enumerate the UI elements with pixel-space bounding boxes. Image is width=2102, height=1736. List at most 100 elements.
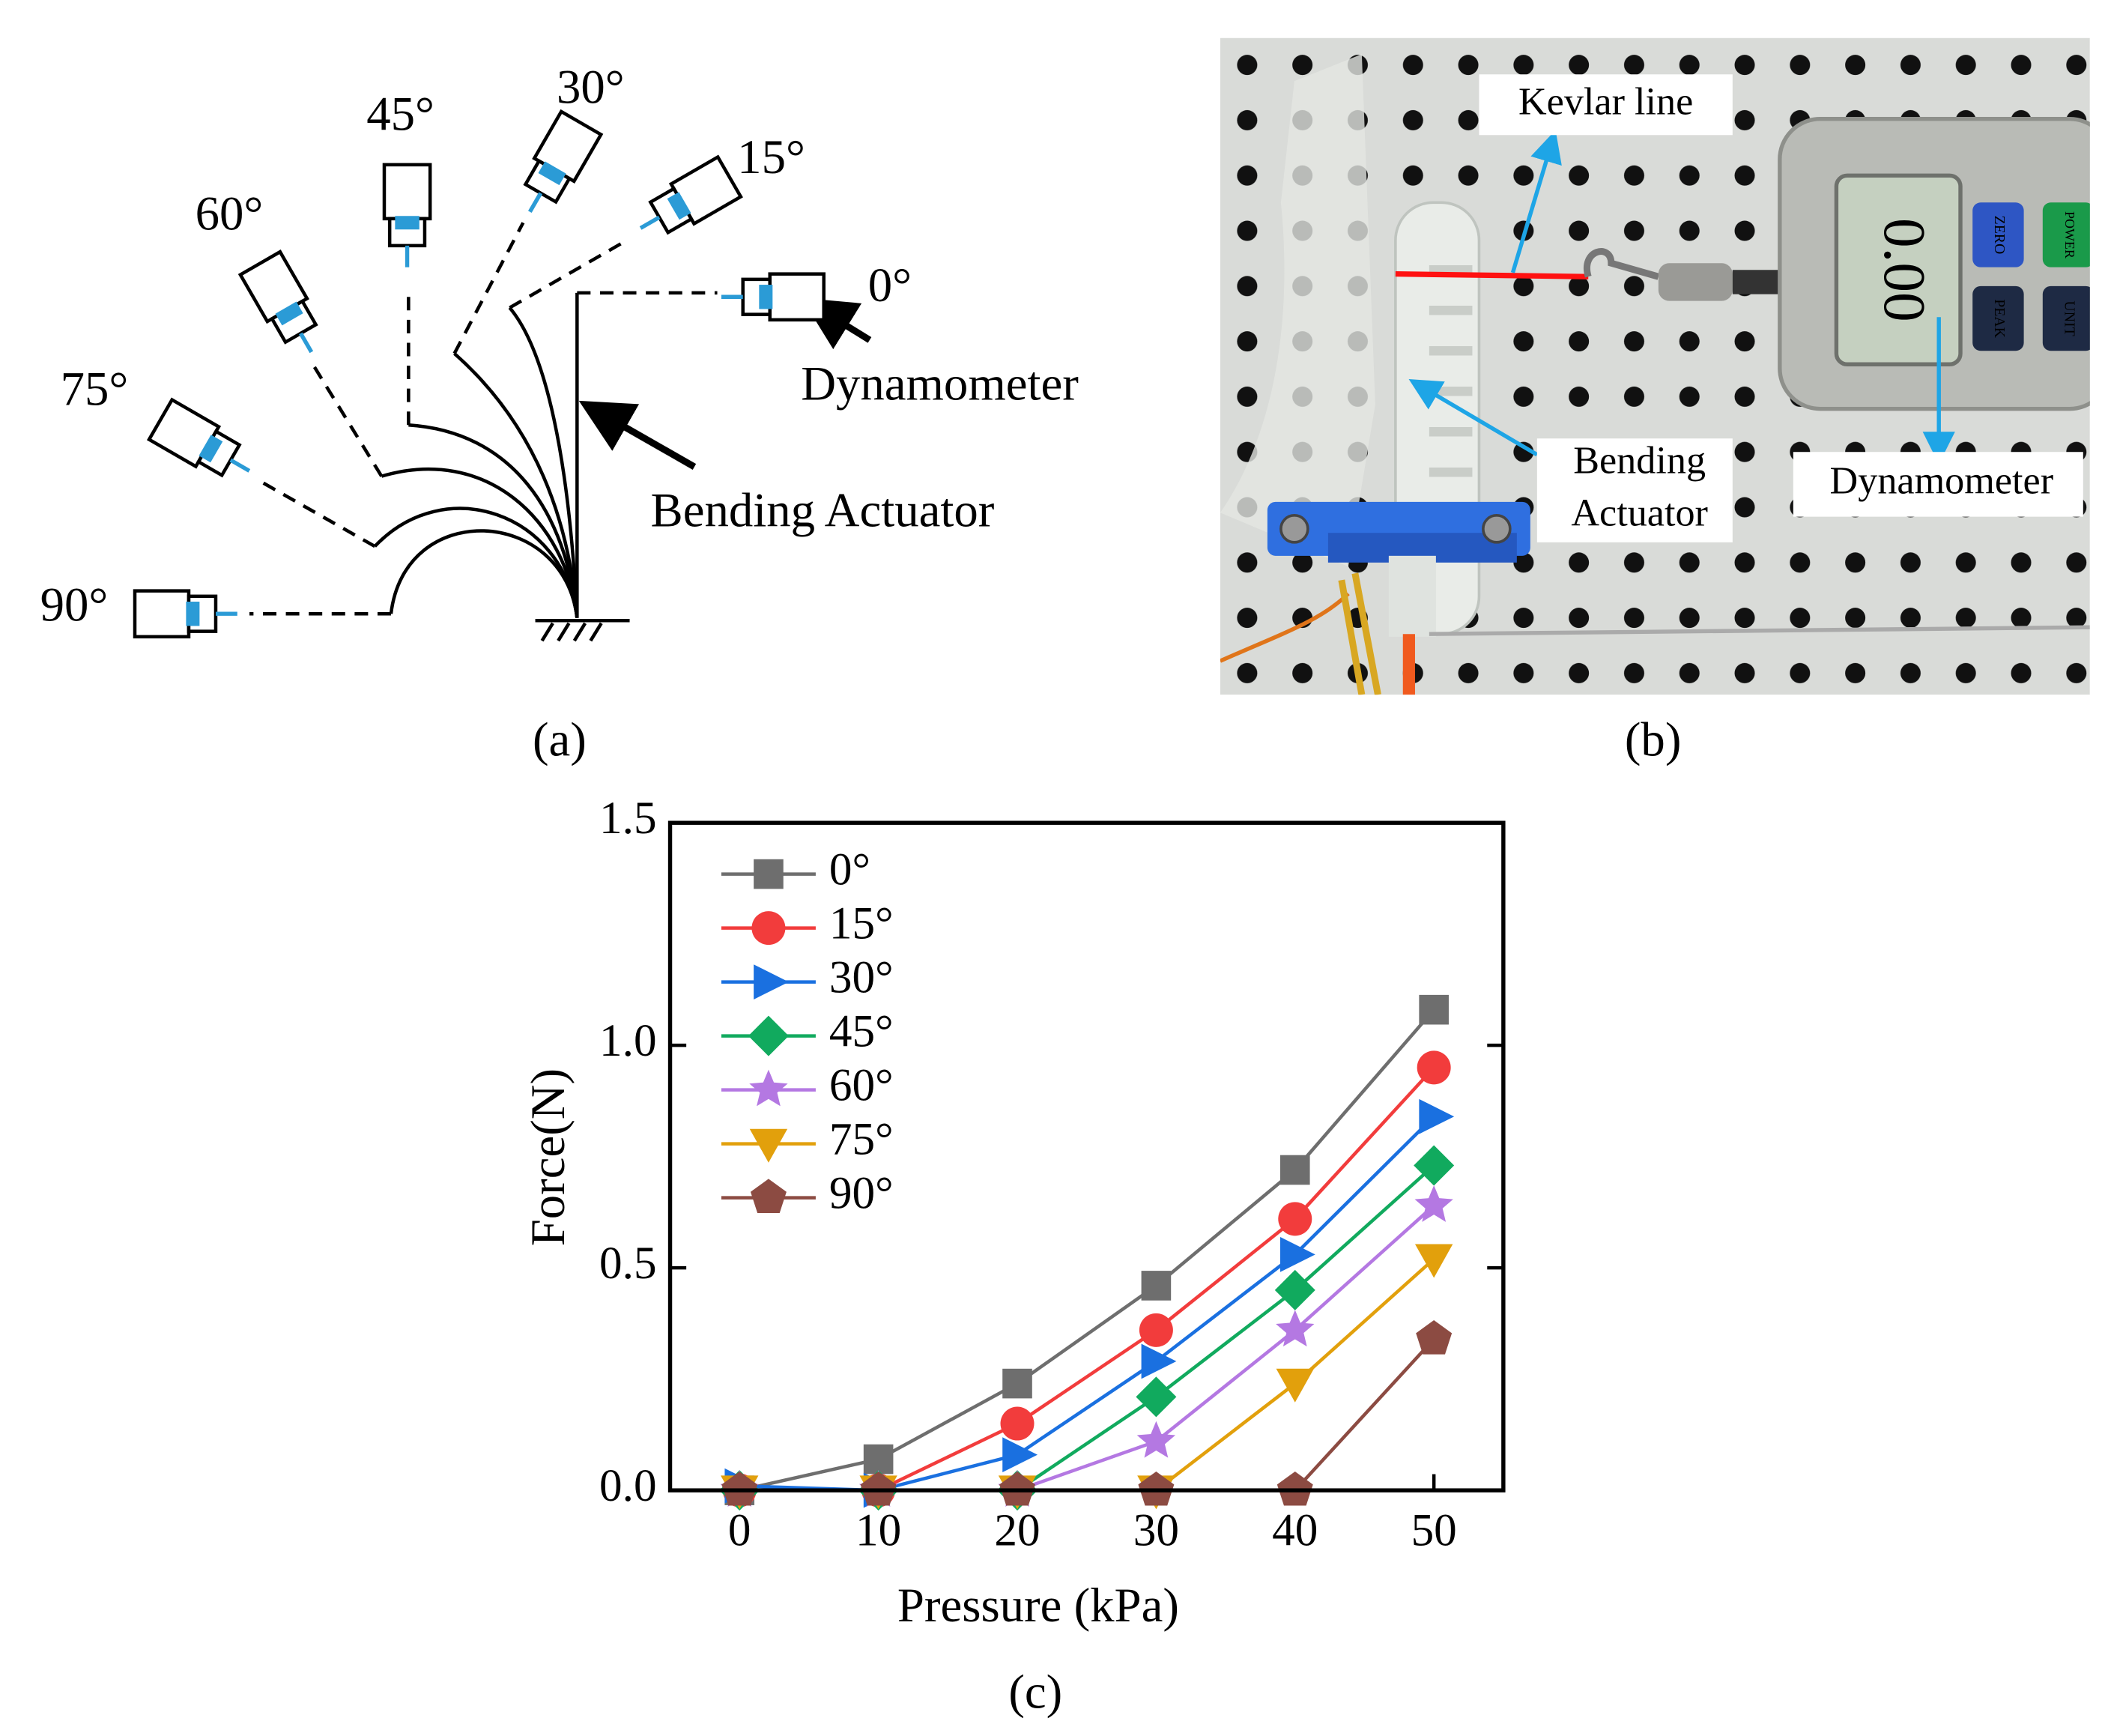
angle-label: 90°: [40, 578, 109, 632]
y-tick-label: 0.5: [599, 1238, 656, 1289]
legend-label: 15°: [829, 898, 894, 949]
ground-hatch: [540, 622, 603, 642]
dynamometer-label: Dynamometer: [801, 357, 1079, 411]
device-button-text: ZERO: [1991, 216, 2008, 255]
marker: [1419, 994, 1449, 1025]
marker: [1419, 1098, 1455, 1134]
marker: [1276, 1368, 1314, 1403]
kevlar-label: Kevlar line: [1518, 80, 1693, 124]
legend-label: 75°: [829, 1114, 894, 1165]
sensor: [146, 397, 251, 478]
sensor-display: [395, 216, 420, 230]
marker: [1417, 1050, 1451, 1085]
marker: [748, 1015, 789, 1056]
marker: [1414, 1185, 1453, 1222]
angle-label: 75°: [61, 363, 129, 417]
actuator-45: [408, 423, 579, 618]
panel-b-photo: 0.00 ZERO POWER PEAK UNIT: [1220, 37, 2090, 695]
marker: [749, 1069, 788, 1107]
angle-label: 15°: [737, 130, 805, 184]
svg-text:0.00: 0.00: [1871, 218, 1937, 322]
marker: [1141, 1343, 1177, 1379]
sensor-body: [768, 272, 826, 322]
legend-label: 30°: [829, 952, 894, 1003]
device-button-text: UNIT: [2061, 300, 2077, 336]
angle-label: 60°: [196, 187, 264, 241]
sensor: [523, 109, 604, 214]
actuator-15: [508, 306, 579, 618]
actuator-label: Actuator: [1571, 492, 1708, 535]
sensor-display: [759, 285, 773, 309]
actuator-label: Bending Actuator: [651, 484, 995, 538]
sensor: [237, 249, 318, 354]
marker: [1279, 1155, 1310, 1185]
sensor: [721, 272, 826, 322]
sensor-display: [275, 301, 303, 326]
x-tick-label: 30: [1133, 1505, 1179, 1556]
y-tick-label: 1.0: [599, 1015, 656, 1066]
actuator-30: [453, 352, 579, 618]
sensor-display: [199, 435, 223, 463]
legend-label: 90°: [829, 1168, 894, 1219]
sensor-display: [186, 602, 200, 626]
actuator-75: [373, 506, 579, 618]
sensor-probe: [528, 192, 543, 214]
sensor-probe: [229, 458, 251, 473]
marker: [1414, 1244, 1453, 1278]
marker: [750, 1179, 787, 1213]
sensor: [639, 154, 743, 235]
panel-label: (a): [533, 713, 587, 767]
angle-label: 45°: [366, 88, 434, 142]
panel-a-labels: 90° 75° 60° 45° 30° 15° 0° Dynamometer B…: [40, 61, 1079, 767]
x-tick-label: 50: [1411, 1505, 1457, 1556]
sensor-display: [667, 192, 691, 220]
series-line: [739, 1257, 1435, 1492]
marker: [754, 964, 789, 999]
x-tick-label: 0: [728, 1505, 751, 1556]
sensor-probe: [299, 332, 314, 354]
y-tick-label: 1.5: [599, 793, 656, 844]
sensor: [382, 163, 432, 267]
sensor-probe: [639, 215, 661, 230]
x-tick-label: 20: [994, 1505, 1040, 1556]
panel-a-diagram: [133, 109, 872, 642]
device-button-text: PEAK: [1991, 299, 2008, 338]
legend-label: 0°: [829, 844, 870, 895]
marker: [1136, 1421, 1176, 1458]
x-tick-label: 40: [1272, 1505, 1318, 1556]
legend-label: 45°: [829, 1006, 894, 1057]
dynamometer-label: Dynamometer: [1830, 459, 2054, 502]
panel-b-annotations: Kevlar line Bending Actuator Dynamometer…: [1408, 74, 2083, 767]
marker: [1414, 1145, 1455, 1186]
angle-label: 0°: [868, 258, 912, 312]
device-button-text: POWER: [2062, 211, 2077, 258]
plot-frame: [667, 820, 1506, 1492]
marker: [1139, 1313, 1173, 1347]
marker: [1141, 1271, 1172, 1301]
legend-label: 60°: [829, 1060, 894, 1111]
y-axis-label: Force(N): [521, 1068, 575, 1246]
marker: [1416, 1319, 1453, 1355]
marker: [1276, 1310, 1315, 1347]
marker: [1136, 1376, 1177, 1418]
actuator-label: Bending: [1573, 438, 1706, 482]
sensor-body: [382, 163, 432, 221]
marker: [1000, 1406, 1035, 1441]
marker: [863, 1444, 894, 1475]
sensor-display: [538, 161, 566, 186]
marker: [1002, 1437, 1038, 1473]
marker: [1278, 1202, 1312, 1236]
chart: Pressure (kPa) Force(N) (c) 0.0 0.5 1.0 1.5…: [521, 793, 1506, 1719]
marker: [749, 1128, 788, 1163]
marker: [1002, 1368, 1032, 1399]
angle-label: 30°: [557, 61, 625, 115]
x-tick-label: 10: [855, 1505, 901, 1556]
sensor-body: [133, 589, 191, 639]
dashed-lines: [249, 222, 718, 616]
y-tick-label: 0.0: [599, 1460, 656, 1511]
x-axis-label: Pressure (kPa): [897, 1579, 1179, 1633]
series-line: [739, 1008, 1435, 1492]
sensor: [133, 589, 237, 639]
marker: [751, 911, 786, 946]
